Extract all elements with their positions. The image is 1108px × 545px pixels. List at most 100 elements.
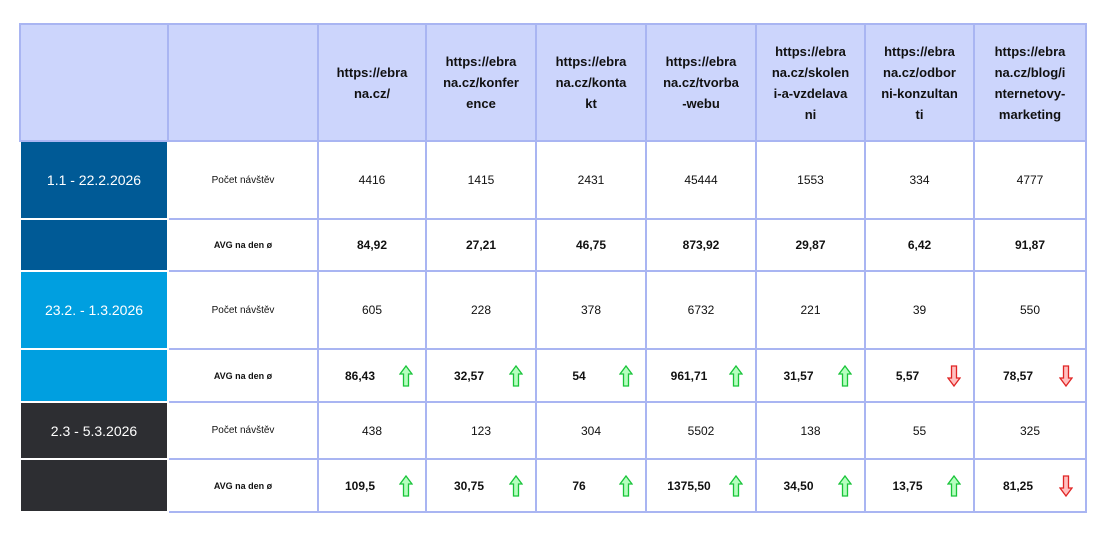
value: 31,57: [783, 368, 814, 383]
period-cell: 1.1 - 22.2.2026: [19, 140, 169, 220]
row-label: AVG na den ø: [167, 348, 319, 403]
value-cell: 123: [425, 401, 537, 460]
value: 55: [912, 423, 927, 438]
value: 334: [909, 173, 930, 187]
value: 5502: [687, 423, 715, 438]
header-cell: [19, 23, 169, 142]
value: 6732: [687, 303, 715, 317]
header-text: https://ebrana.cz/blog/internetovy-marke…: [994, 43, 1066, 122]
value: 27,21: [465, 238, 497, 252]
trend-arrow-up: [838, 364, 852, 387]
value-cell: 109,5: [317, 458, 427, 513]
trend-arrow-up: [729, 364, 743, 387]
stats-table: https://ebrana.cz/https://ebrana.cz/konf…: [19, 23, 1087, 513]
trend-arrow-up: [509, 364, 523, 387]
value: 961,71: [670, 368, 708, 383]
trend-arrow-up: [947, 474, 961, 497]
value: 109,5: [344, 478, 376, 493]
value-cell: 39: [864, 270, 975, 350]
value-cell: 29,87: [755, 218, 866, 272]
value-cell: 31,57: [755, 348, 866, 403]
trend-arrow-down: [1059, 364, 1073, 387]
value: 228: [470, 303, 492, 317]
value-cell: 55: [864, 401, 975, 460]
value: 2431: [577, 173, 605, 187]
value: 378: [580, 303, 602, 317]
header-row: https://ebrana.cz/https://ebrana.cz/konf…: [19, 23, 1087, 142]
value-cell: 378: [535, 270, 647, 350]
value: 39: [912, 303, 927, 317]
value-cell: 5502: [645, 401, 757, 460]
trend-arrow-up: [509, 474, 523, 497]
value: 91,87: [1014, 238, 1046, 252]
value-cell: 304: [535, 401, 647, 460]
value: 550: [1019, 303, 1041, 317]
header-text: https://ebrana.cz/konference: [443, 54, 519, 111]
value-cell: 1375,50: [645, 458, 757, 513]
trend-arrow-down: [1059, 474, 1073, 497]
value: 1375,50: [667, 478, 711, 493]
arrow-shape: [729, 474, 743, 497]
header-text: https://ebrana.cz/tvorba-webu: [663, 54, 739, 111]
row-label: Počet návštěv: [167, 270, 319, 350]
arrow-shape: [619, 474, 633, 497]
data-row: 23.2. - 1.3.2026 Počet návštěv 605 228 378 67…: [19, 270, 1087, 350]
value: 221: [800, 303, 821, 317]
header-text: https://ebrana.cz/: [336, 64, 408, 101]
value-cell: 4777: [973, 140, 1087, 220]
header-text: https://ebrana.cz/kontakt: [555, 54, 627, 111]
trend-arrow-up: [619, 364, 633, 387]
arrow-shape: [399, 364, 413, 387]
data-row: AVG na den ø 84,92 27,21 46,75 873,92 29,87 6,…: [19, 218, 1087, 272]
value-cell: 30,75: [425, 458, 537, 513]
value: 30,75: [453, 478, 485, 493]
data-row: 2.3 - 5.3.2026 Počet návštěv 438 123 304 5502…: [19, 401, 1087, 460]
arrow-shape: [838, 364, 852, 387]
value: 138: [800, 423, 821, 438]
value-cell: 34,50: [755, 458, 866, 513]
value: 304: [580, 423, 602, 438]
value: 4777: [1016, 173, 1044, 187]
value-cell: 45444: [645, 140, 757, 220]
trend-arrow-up: [399, 474, 413, 497]
arrow-shape: [399, 474, 413, 497]
row-label: Počet návštěv: [167, 401, 319, 460]
arrow-shape: [1059, 474, 1073, 497]
value: 605: [361, 303, 383, 317]
period-cell: [19, 458, 169, 513]
value-cell: 228: [425, 270, 537, 350]
table-body: 1.1 - 22.2.2026 Počet návštěv 4416 1415 2431…: [19, 140, 1087, 513]
value-cell: 1415: [425, 140, 537, 220]
value-cell: 86,43: [317, 348, 427, 403]
value-cell: 84,92: [317, 218, 427, 272]
value: 86,43: [344, 368, 376, 383]
value: 54: [572, 368, 586, 383]
period-cell: 2.3 - 5.3.2026: [19, 401, 169, 460]
value: 76: [572, 478, 586, 493]
value-cell: 6,42: [864, 218, 975, 272]
value: 325: [1019, 423, 1041, 438]
header-cell: https://ebrana.cz/skoleni-a-vzdelavani: [755, 23, 866, 142]
arrow-shape: [947, 474, 961, 497]
value-cell: 550: [973, 270, 1087, 350]
header-text: https://ebrana.cz/odborni-konzultanti: [881, 43, 958, 122]
value-cell: 54: [535, 348, 647, 403]
period-cell: 23.2. - 1.3.2026: [19, 270, 169, 350]
header-cell: https://ebrana.cz/tvorba-webu: [645, 23, 757, 142]
value: 13,75: [892, 478, 923, 493]
value-cell: 27,21: [425, 218, 537, 272]
value-cell: 76: [535, 458, 647, 513]
value-cell: 78,57: [973, 348, 1087, 403]
value-cell: 2431: [535, 140, 647, 220]
row-label: AVG na den ø: [167, 218, 319, 272]
value: 5,57: [895, 368, 920, 383]
header-cell: [167, 23, 319, 142]
value: 4416: [358, 173, 386, 187]
value: 1553: [797, 173, 824, 187]
value-cell: 873,92: [645, 218, 757, 272]
value: 78,57: [1002, 368, 1034, 383]
value-cell: 46,75: [535, 218, 647, 272]
value: 45444: [684, 173, 718, 187]
value-cell: 961,71: [645, 348, 757, 403]
